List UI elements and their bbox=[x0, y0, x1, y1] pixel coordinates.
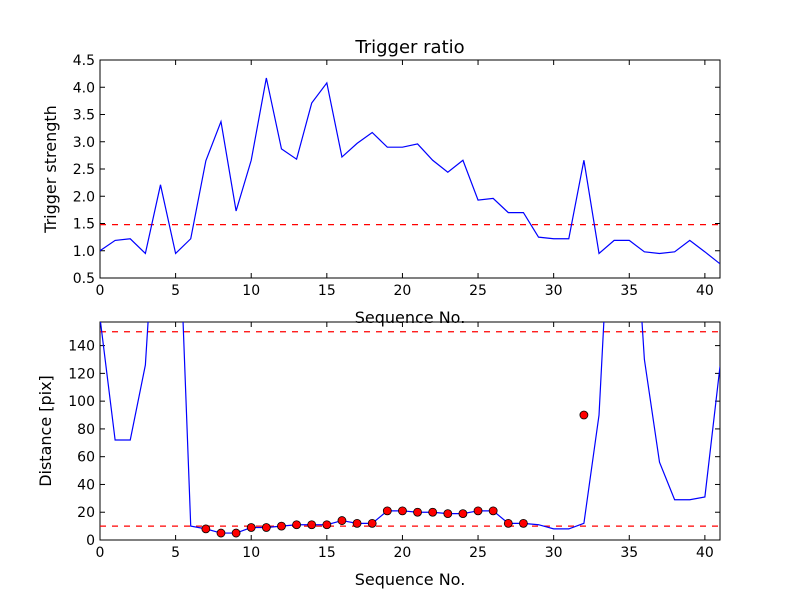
data-point bbox=[458, 509, 468, 519]
x-tick-label: 0 bbox=[96, 283, 105, 299]
data-point bbox=[579, 410, 589, 420]
data-point bbox=[413, 507, 422, 517]
x-tick-label: 0 bbox=[96, 545, 105, 561]
y-tick-label: 1.0 bbox=[73, 244, 95, 260]
trigger-ratio-plot-area: 0 5 10 15 20 25 30 35 40 0.5 1.0 1.5 2.0 2.5 3.0 3.5 4.0… bbox=[73, 53, 721, 299]
x-tick-label: 40 bbox=[696, 283, 714, 299]
data-point bbox=[519, 518, 528, 528]
data-point bbox=[443, 509, 453, 519]
y-tick-label: 1.5 bbox=[73, 217, 95, 233]
data-point bbox=[292, 520, 301, 530]
x-tick-label: 30 bbox=[545, 545, 563, 561]
trigger-ratio-chart: Trigger ratio 0 5 10 15 20 25 30 35 40 0.5 1.0 1.5 2… bbox=[41, 37, 721, 327]
x-tick-label: 25 bbox=[469, 283, 487, 299]
data-point bbox=[428, 507, 438, 517]
data-point bbox=[201, 524, 211, 534]
x-tick-label: 5 bbox=[171, 545, 180, 561]
x-tick-label: 15 bbox=[318, 283, 336, 299]
data-point bbox=[367, 518, 377, 528]
y-tick-label: 140 bbox=[68, 339, 95, 355]
x-tick-label: 5 bbox=[171, 283, 180, 299]
y-tick-label: 120 bbox=[68, 366, 95, 382]
x-tick-label: 10 bbox=[242, 545, 260, 561]
axes-frame bbox=[99, 321, 721, 541]
data-point bbox=[231, 528, 241, 538]
y-tick-label: 2.5 bbox=[73, 162, 95, 178]
data-point bbox=[488, 506, 498, 516]
y-tick-label: 3.5 bbox=[73, 108, 95, 124]
chart-title: Trigger ratio bbox=[354, 37, 464, 58]
y-tick-label: 4.5 bbox=[73, 53, 95, 69]
x-tick-label: 10 bbox=[242, 283, 260, 299]
y-tick-label: 4.0 bbox=[73, 80, 95, 96]
y-axis-label: Trigger strength bbox=[41, 105, 60, 234]
x-tick-label: 40 bbox=[696, 545, 714, 561]
y-tick-label: 60 bbox=[77, 450, 95, 466]
distance-chart: 0 5 10 15 20 25 30 35 40 0 20 40 60 80 100 120 140 Seque… bbox=[36, 321, 721, 589]
y-tick-label: 2.0 bbox=[73, 189, 95, 205]
x-tick-label: 20 bbox=[394, 545, 412, 561]
y-tick-label: 3.0 bbox=[73, 135, 95, 151]
data-point bbox=[398, 506, 407, 516]
x-tick-label: 15 bbox=[318, 545, 336, 561]
data-point bbox=[473, 506, 483, 516]
y-tick-label: 80 bbox=[77, 422, 95, 438]
data-point bbox=[277, 521, 286, 531]
data-point bbox=[322, 520, 332, 530]
data-point bbox=[246, 523, 256, 532]
x-tick-label: 30 bbox=[545, 283, 563, 299]
x-tick-label: 35 bbox=[620, 545, 638, 561]
distance-plot-area: 0 5 10 15 20 25 30 35 40 0 20 40 60 80 100 120 140 bbox=[68, 321, 721, 561]
y-tick-label: 0 bbox=[86, 533, 95, 549]
data-point bbox=[352, 518, 362, 528]
x-tick-label: 20 bbox=[394, 283, 412, 299]
x-axis-label: Sequence No. bbox=[355, 570, 466, 589]
y-tick-label: 0.5 bbox=[73, 271, 95, 287]
y-tick-label: 40 bbox=[77, 477, 95, 493]
y-axis-label: Distance [pix] bbox=[36, 375, 55, 487]
data-point bbox=[337, 516, 347, 525]
data-point bbox=[261, 523, 271, 532]
series-line bbox=[100, 77, 720, 265]
x-tick-label: 25 bbox=[469, 545, 487, 561]
data-point bbox=[307, 520, 317, 530]
y-tick-label: 20 bbox=[77, 505, 95, 521]
x-tick-label: 35 bbox=[620, 283, 638, 299]
y-tick-label: 100 bbox=[68, 394, 95, 410]
data-point bbox=[382, 506, 392, 516]
data-point bbox=[216, 528, 226, 538]
x-axis-label: Sequence No. bbox=[355, 308, 466, 327]
data-point bbox=[503, 518, 513, 528]
